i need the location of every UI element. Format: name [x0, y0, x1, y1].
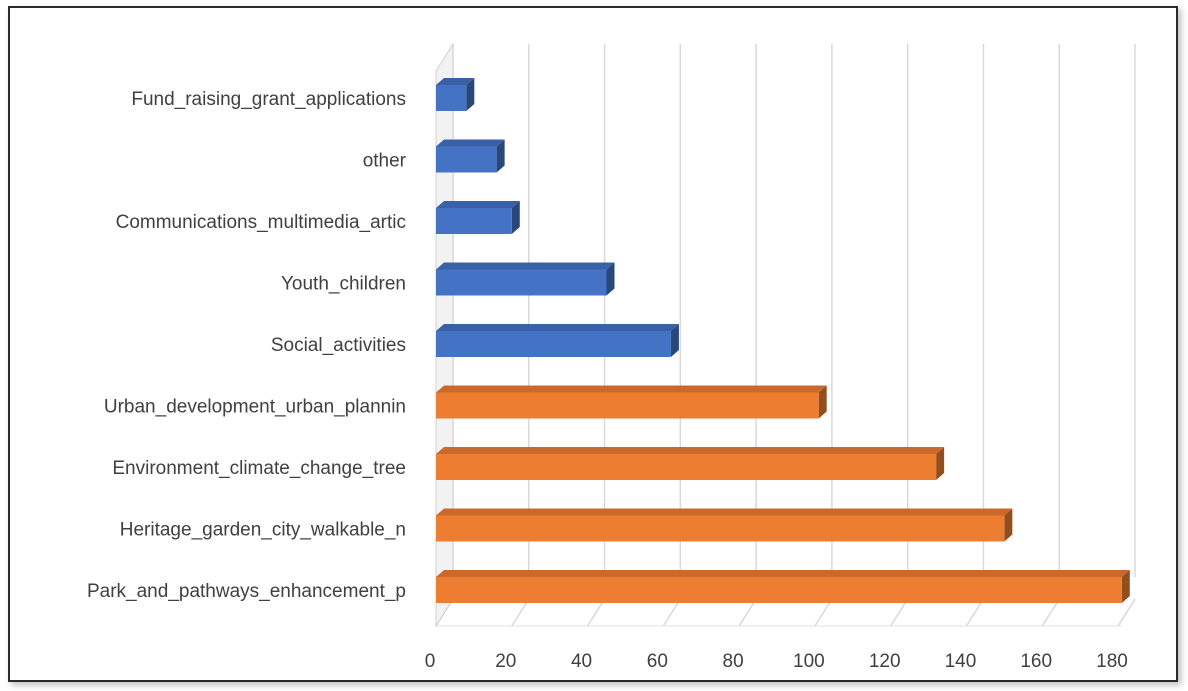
floor-gridline-40 — [586, 598, 606, 627]
bar-top-7 — [436, 139, 505, 147]
bar-top-3 — [436, 385, 827, 393]
bar-top-4 — [436, 324, 679, 331]
bar-top-6 — [436, 201, 520, 208]
floor-gridline-140 — [965, 598, 985, 627]
category-label-6: Communications_multimedia_artic — [116, 212, 406, 233]
category-label-1: Heritage_garden_city_walkable_n — [120, 520, 406, 541]
bar-end-5 — [606, 262, 615, 296]
category-label-3: Urban_development_urban_plannin — [104, 397, 406, 418]
x-tick-label-20: 20 — [495, 651, 516, 672]
bar-2 — [436, 454, 937, 480]
x-tick-label-100: 100 — [793, 651, 825, 672]
category-label-0: Park_and_pathways_enhancement_p — [87, 581, 406, 602]
floor-gridline-120 — [890, 598, 909, 627]
floor-gridline-80 — [738, 598, 757, 627]
bar-end-1 — [1004, 508, 1013, 542]
category-label-7: other — [363, 151, 407, 172]
category-label-5: Youth_children — [281, 274, 406, 295]
category-label-4: Social_activities — [271, 335, 406, 356]
category-label-8: Fund_raising_grant_applications — [131, 89, 406, 110]
bar-1 — [436, 515, 1005, 542]
x-tick-label-120: 120 — [869, 651, 901, 672]
x-tick-label-60: 60 — [647, 651, 668, 672]
bar-end-2 — [936, 447, 945, 480]
bar-top-8 — [436, 78, 475, 85]
bar-top-2 — [436, 447, 945, 454]
floor-gridline-20 — [511, 598, 530, 627]
bar-end-0 — [1121, 570, 1130, 603]
bar-top-0 — [436, 570, 1130, 577]
floor-gridline-60 — [662, 598, 681, 627]
bar-7 — [436, 146, 497, 173]
bar-6 — [436, 208, 512, 234]
bar-8 — [436, 85, 467, 111]
x-tick-label-140: 140 — [945, 651, 977, 672]
bar-top-5 — [436, 262, 615, 270]
x-tick-label-180: 180 — [1096, 651, 1128, 672]
bar-0 — [436, 577, 1122, 603]
bar-5 — [436, 269, 607, 296]
bar-end-7 — [496, 139, 505, 173]
x-tick-label-0: 0 — [425, 651, 436, 672]
bar-top-1 — [436, 508, 1013, 516]
x-tick-label-160: 160 — [1020, 651, 1052, 672]
bar-3 — [436, 392, 819, 419]
bar-end-8 — [466, 78, 475, 111]
floor-gridline-180 — [1117, 598, 1136, 627]
floor-gridline-100 — [814, 598, 833, 627]
x-tick-label-40: 40 — [571, 651, 592, 672]
bar-end-6 — [511, 201, 520, 234]
bar-4 — [436, 331, 671, 357]
floor-gridline-160 — [1041, 598, 1060, 627]
bar-end-4 — [670, 324, 679, 357]
category-label-2: Environment_climate_change_tree — [112, 458, 406, 479]
bar-end-3 — [818, 385, 827, 419]
x-tick-label-80: 80 — [723, 651, 744, 672]
